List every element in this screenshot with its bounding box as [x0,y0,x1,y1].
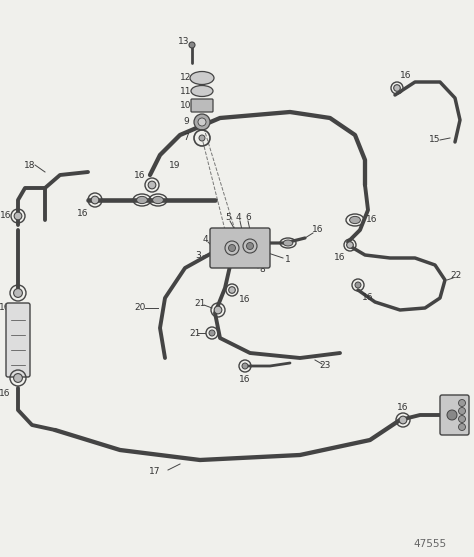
Ellipse shape [153,197,164,204]
FancyBboxPatch shape [210,228,270,268]
Text: 6: 6 [245,213,251,222]
Circle shape [447,410,457,420]
FancyBboxPatch shape [440,395,469,435]
FancyBboxPatch shape [191,99,213,112]
Text: 16: 16 [312,226,324,234]
Circle shape [209,330,215,336]
Circle shape [189,42,195,48]
Circle shape [14,212,22,220]
Text: 16: 16 [134,170,146,179]
Text: 47555: 47555 [413,539,447,549]
Text: 21: 21 [189,329,201,338]
Text: 12: 12 [180,74,191,82]
Text: 16: 16 [362,294,374,302]
Text: 16: 16 [0,212,12,221]
Text: 10: 10 [180,100,192,110]
Text: 22: 22 [450,271,462,280]
Text: 16: 16 [0,388,11,398]
Circle shape [346,242,353,248]
Text: 16: 16 [0,304,11,312]
Text: 16: 16 [400,71,412,81]
Circle shape [199,135,205,141]
Text: 16: 16 [239,375,251,384]
Text: 16: 16 [366,216,378,224]
Circle shape [198,118,206,126]
Circle shape [14,374,22,383]
Circle shape [194,114,210,130]
Circle shape [246,242,254,250]
Text: 21: 21 [194,299,206,307]
Text: 23: 23 [319,361,331,370]
Text: 18: 18 [24,160,36,169]
Circle shape [242,363,248,369]
Ellipse shape [190,71,214,85]
Text: 9: 9 [183,118,189,126]
Text: 16: 16 [334,253,346,262]
Text: 1: 1 [285,256,291,265]
Text: 4: 4 [202,236,208,245]
Text: 8: 8 [259,266,265,275]
Text: 17: 17 [149,467,161,476]
Circle shape [458,416,465,423]
Ellipse shape [191,86,213,96]
Circle shape [91,196,99,204]
Text: 7: 7 [183,134,189,143]
Circle shape [14,289,22,297]
Text: 19: 19 [169,160,181,169]
Text: 13: 13 [178,37,190,46]
Circle shape [458,423,465,431]
Text: 20: 20 [134,304,146,312]
Circle shape [228,245,236,252]
Text: 15: 15 [429,135,441,144]
Circle shape [355,282,361,288]
Circle shape [228,287,235,294]
Text: 16: 16 [397,403,409,412]
FancyBboxPatch shape [6,303,30,377]
Text: 16: 16 [239,296,251,305]
Ellipse shape [283,240,293,246]
Circle shape [394,85,401,91]
Text: 11: 11 [180,86,192,95]
Circle shape [148,181,156,189]
Text: 5: 5 [225,213,231,222]
Text: 4: 4 [235,213,241,222]
Text: 3: 3 [195,252,201,261]
Circle shape [458,408,465,414]
Text: 16: 16 [77,208,89,217]
Circle shape [214,306,222,314]
Ellipse shape [137,197,147,204]
Circle shape [399,416,407,424]
Circle shape [458,399,465,407]
Ellipse shape [350,217,360,223]
